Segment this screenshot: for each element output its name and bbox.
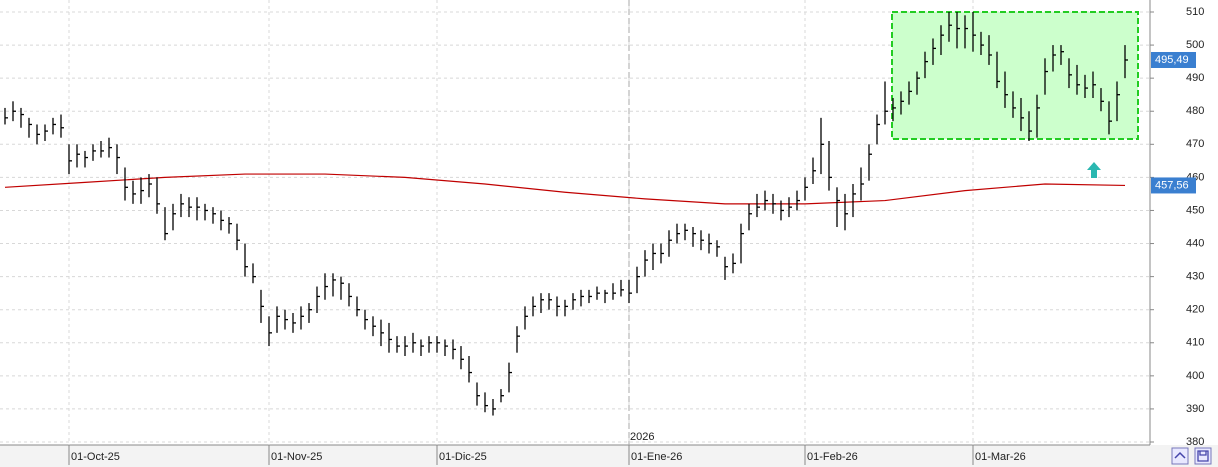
save-icon — [1197, 450, 1209, 462]
y-tick-label: 410 — [1186, 337, 1204, 349]
y-tick-label: 490 — [1186, 72, 1204, 84]
marks — [4, 12, 1128, 416]
save-button[interactable] — [1194, 447, 1212, 465]
y-tick-label: 510 — [1186, 6, 1204, 18]
y-tick-label: 440 — [1186, 237, 1204, 249]
y-tick-label: 450 — [1186, 204, 1204, 216]
moving-average-line — [4, 173, 1126, 205]
x-tick-label: 01-Nov-25 — [271, 451, 322, 463]
y-tick-label: 470 — [1186, 138, 1204, 150]
year-label: 2026 — [630, 431, 654, 443]
y-tick-label: 380 — [1186, 436, 1204, 448]
up-arrow — [1087, 162, 1101, 178]
price-tag-box — [1151, 51, 1196, 68]
x-tick-label: 01-Oct-25 — [71, 451, 120, 463]
labels: 3803904004104204304404504604704804905005… — [71, 6, 1204, 463]
zoom-icon — [1174, 451, 1186, 459]
x-tick-label: 01-Feb-26 — [807, 451, 858, 463]
y-tick-label: 390 — [1186, 403, 1204, 415]
zoom-button[interactable] — [1171, 447, 1189, 465]
y-tick-label: 480 — [1186, 105, 1204, 117]
x-axis-strip — [0, 445, 1218, 467]
y-tick-label: 420 — [1186, 304, 1204, 316]
x-tick-label: 01-Mar-26 — [975, 451, 1026, 463]
price-tag-label: 495,49 — [1155, 54, 1189, 66]
y-tick-label: 400 — [1186, 370, 1204, 382]
y-tick-label: 430 — [1186, 271, 1204, 283]
y-tick-label: 500 — [1186, 39, 1204, 51]
price-tag-label: 457,56 — [1155, 179, 1189, 191]
highlight-box — [891, 11, 1139, 140]
x-tick-label: 01-Dic-25 — [439, 451, 487, 463]
x-tick-label: 01-Ene-26 — [631, 451, 682, 463]
price-tag-box — [1151, 177, 1196, 194]
